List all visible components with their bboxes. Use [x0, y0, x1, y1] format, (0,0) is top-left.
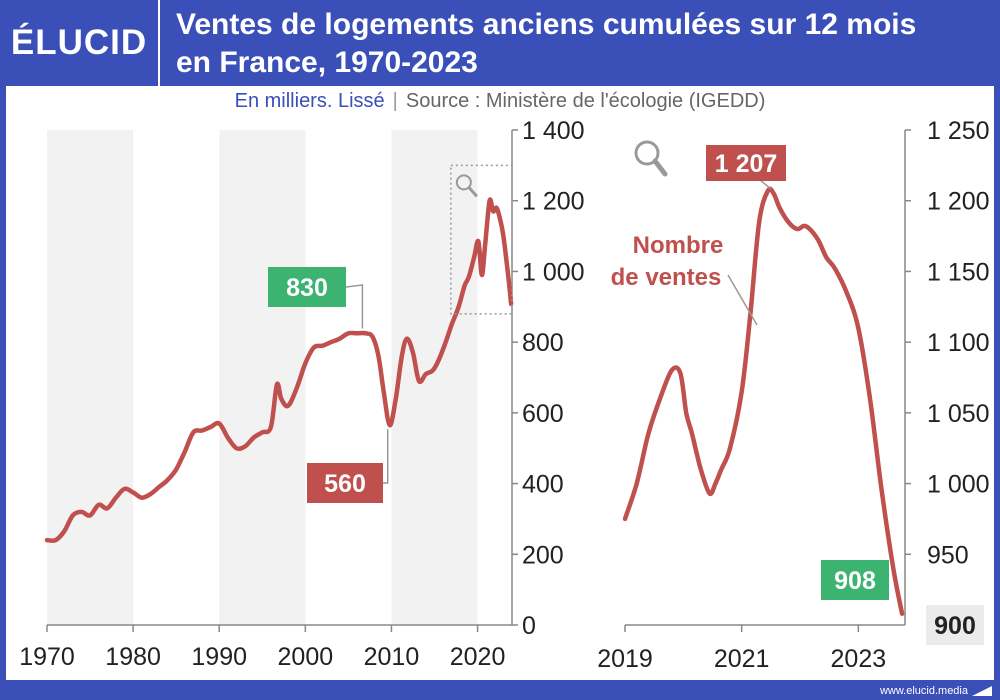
zoom-magnifier-icon: [455, 174, 472, 191]
zoom-magnifier-handle: [467, 186, 478, 198]
background-band: [391, 130, 478, 625]
leader-line-560: [381, 429, 389, 484]
logo-text: ÉLUCID: [10, 23, 148, 62]
leader-line-1207: [759, 179, 772, 190]
y-tick-label: 0: [522, 612, 536, 640]
subtitle: En milliers. Lissé | Source : Ministère de…: [0, 90, 1000, 113]
annotation-1207: 1 207: [715, 150, 778, 178]
elucid-logo[interactable]: ÉLUCID: [0, 0, 160, 86]
y-tick-label-900: 900: [934, 612, 976, 640]
annotation-560-box: [307, 463, 383, 503]
y-tick-label: 400: [522, 471, 564, 499]
zoom-box: [450, 164, 513, 315]
series-label-line-2: de ventes: [611, 264, 722, 291]
annotation-560: 560: [324, 470, 366, 498]
x-tick-label: 1980: [105, 643, 161, 671]
x-tick-label: 2000: [278, 643, 334, 671]
header: ÉLUCID Ventes de logements anciens cumul…: [0, 0, 1000, 86]
background-band: [47, 130, 134, 625]
y-tick-label: 1 050: [927, 400, 990, 428]
y-tick-label: 1 400: [522, 117, 585, 145]
x-tick-label: 2020: [450, 643, 506, 671]
annotation-830-box: [268, 267, 346, 307]
page-title: Ventes de logements anciens cumulées sur…: [176, 6, 991, 82]
magnifier-handle: [652, 158, 668, 177]
y-tick-label: 1 000: [522, 258, 585, 286]
x-tick-label: 1970: [19, 643, 75, 671]
x-tick-label: 2010: [364, 643, 420, 671]
annotation-1207-box: [706, 145, 786, 181]
y-tick-label: 1 100: [927, 329, 990, 357]
y-tick-label: 950: [927, 541, 969, 569]
annotation-830: 830: [286, 274, 328, 302]
title-line-2: en France, 1970-2023: [176, 46, 478, 79]
y-tick-label: 800: [522, 329, 564, 357]
y-tick-label: 1 200: [522, 188, 585, 216]
y-tick-label: 1 200: [927, 188, 990, 216]
series-line: [622, 186, 905, 616]
x-tick-label: 2021: [714, 645, 770, 673]
y-tick-label: 1 000: [927, 471, 990, 499]
subtitle-unit: En milliers. Lissé: [234, 90, 385, 112]
title-line-1: Ventes de logements anciens cumulées sur…: [176, 8, 917, 41]
annotation-908: 908: [834, 567, 876, 595]
annotation-908-box: [821, 560, 889, 600]
leader-line-830: [345, 284, 364, 329]
x-tick-label: 1990: [191, 643, 247, 671]
series-label-leader: [727, 274, 758, 326]
chart-long-term: 0 200 400 600 800 1 000 1 200 1 400 1970 1980 1990…: [19, 117, 584, 671]
chart-zoom-2019-2023: 950 1 000 1 050 1 100 1 150 1 200 1 250 2019 202…: [597, 117, 989, 673]
x-tick-label: 2019: [597, 645, 653, 673]
y-tick-label: 600: [522, 400, 564, 428]
footer-flag-icon: [972, 686, 992, 696]
y-tick-label: 1 250: [927, 117, 990, 145]
subtitle-source: Source : Ministère de l'écologie (IGEDD): [405, 90, 766, 112]
subtitle-separator: |: [392, 90, 398, 112]
y-tick-900-box: [926, 605, 984, 645]
y-tick-label: 1 150: [927, 258, 990, 286]
series-label-line-1: Nombre: [633, 232, 724, 259]
series-line: [44, 197, 514, 544]
footer-url[interactable]: www.elucid.media: [879, 685, 968, 697]
magnifier-icon: [634, 140, 660, 166]
x-tick-label: 2023: [831, 645, 887, 673]
background-band: [219, 130, 306, 625]
y-tick-label: 200: [522, 541, 564, 569]
